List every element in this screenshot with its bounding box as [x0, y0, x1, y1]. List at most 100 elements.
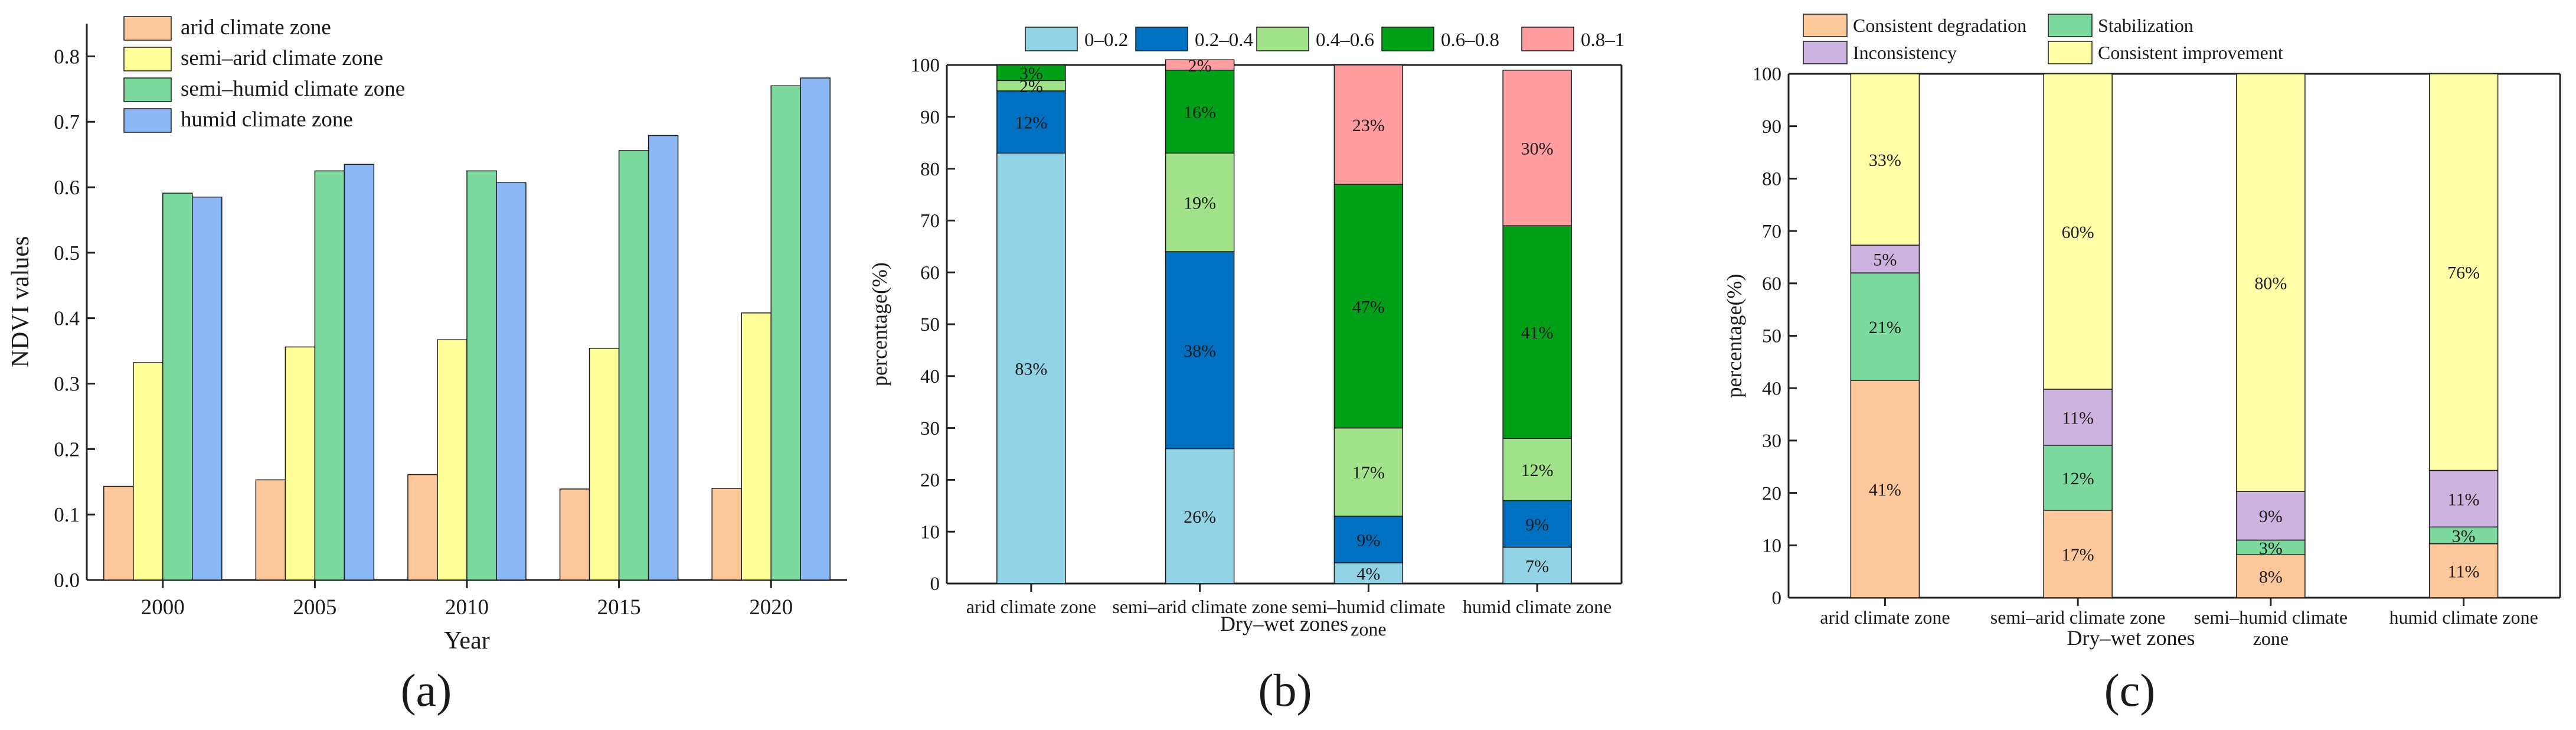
stack-segment-c_degradation: [2043, 510, 2113, 598]
data-label: 12%: [1015, 113, 1047, 133]
y-tick-label: 60: [920, 262, 940, 283]
data-label: 19%: [1184, 194, 1216, 213]
legend-label: Stabilization: [2098, 15, 2193, 36]
data-label: 2%: [1188, 56, 1212, 76]
y-tick-label: 0.6: [54, 176, 80, 199]
legend-swatch: [123, 108, 172, 133]
x-tick-label: semi–humid climate: [1292, 596, 1445, 617]
x-axis-title: Dry–wet zones: [2067, 626, 2195, 650]
bar-semi_arid: [741, 312, 772, 581]
x-tick-label: 2020: [749, 595, 793, 620]
legend-label: semi–humid climate zone: [181, 77, 405, 101]
x-axis-title: Year: [444, 627, 489, 654]
bar-semi_arid: [589, 347, 620, 581]
y-axis-title: percentage(%): [1722, 274, 1746, 398]
x-tick-label: humid climate zone: [2389, 607, 2538, 628]
data-label: 9%: [2259, 507, 2283, 526]
stack-segment-b_0_02: [996, 152, 1066, 584]
stack-segment-c_stabilization: [1850, 272, 1920, 381]
stack-segment-c_stabilization: [2236, 539, 2306, 556]
bar-arid: [711, 488, 742, 581]
y-tick-label: 80: [1762, 169, 1781, 190]
stack-segment-b_04_06: [1502, 438, 1572, 501]
panel-label-b: (b): [1258, 664, 1312, 716]
legend-label: Consistent degradation: [1853, 15, 2026, 36]
data-label: 83%: [1015, 360, 1047, 379]
data-label: 33%: [1869, 151, 1901, 170]
stack-segment-c_stabilization: [2428, 526, 2499, 545]
data-label: 21%: [1869, 318, 1901, 337]
data-label: 3%: [1019, 64, 1043, 83]
data-label: 17%: [1352, 463, 1385, 483]
y-tick-label: 0.2: [54, 438, 80, 461]
y-tick-label: 60: [1762, 273, 1781, 295]
stack-segment-c_inconsistency: [2236, 491, 2306, 541]
legend-swatch: [1381, 27, 1434, 51]
x-tick-label: zone: [1351, 618, 1386, 640]
data-label: 8%: [2259, 568, 2283, 587]
data-label: 41%: [1521, 323, 1554, 343]
x-tick-label: humid climate zone: [1463, 596, 1611, 617]
data-label: 11%: [2062, 408, 2094, 428]
data-label: 41%: [1869, 480, 1901, 500]
stack-segment-c_improvement: [2428, 73, 2499, 471]
panel-a-ndvi-grouped-bar-chart: 0.0 0.1 0.2 0.3 0.4 0.5 0.6 0.7 0.8 2000 2005 2010 2…: [7, 15, 847, 654]
legend-label: 0.4–0.6: [1316, 30, 1374, 51]
stack-segment-b_02_04: [1333, 516, 1404, 563]
y-tick-label: 50: [1762, 326, 1781, 347]
legend-swatch: [1025, 27, 1078, 51]
x-tick-label: 2010: [445, 595, 489, 620]
stack-segment-c_degradation: [2236, 554, 2306, 598]
stack-segment-c_inconsistency: [2428, 470, 2499, 528]
bar-humid: [648, 135, 679, 581]
y-tick-label: 40: [1762, 378, 1781, 399]
bar-semi_humid: [314, 170, 345, 581]
bar-humid: [344, 164, 375, 581]
y-tick-label: 40: [920, 366, 940, 387]
y-axis-title: percentage(%): [868, 262, 891, 386]
stack-segment-b_0_02: [1165, 448, 1235, 584]
data-label: 9%: [1356, 530, 1380, 550]
y-tick-label: 90: [920, 107, 940, 128]
y-tick-label: 0.7: [54, 110, 80, 133]
legend-label: 0–0.2: [1084, 30, 1128, 51]
data-label: 3%: [2452, 526, 2476, 546]
legend: Consistent degradation Stabilization Incon…: [1803, 14, 2283, 64]
y-tick-label: 100: [1753, 64, 1782, 85]
legend-swatch: [1256, 27, 1309, 51]
data-label: 47%: [1352, 297, 1385, 317]
data-label: 11%: [2448, 490, 2480, 509]
legend-label: Inconsistency: [1853, 42, 1957, 63]
stack-segment-c_degradation: [2428, 543, 2499, 598]
legend-label: Consistent improvement: [2098, 42, 2283, 63]
bar-semi_arid: [285, 346, 316, 581]
data-label: 4%: [1356, 564, 1380, 584]
data-label: 7%: [1525, 556, 1549, 576]
y-tick-label: 20: [920, 470, 940, 491]
data-label: 16%: [1184, 103, 1216, 122]
legend-swatch: [123, 77, 172, 102]
data-label: 80%: [2254, 273, 2287, 293]
data-label: 9%: [1525, 515, 1549, 535]
legend-swatch: [123, 47, 172, 71]
stack-segment-c_inconsistency: [2043, 389, 2113, 446]
bar-semi_arid: [133, 362, 164, 581]
x-tick-label: 2000: [141, 595, 185, 620]
x-axis-title: Dry–wet zones: [1220, 612, 1348, 636]
data-label: 17%: [2062, 545, 2094, 565]
legend-label: humid climate zone: [181, 107, 353, 132]
y-tick-label: 0.1: [54, 503, 80, 526]
y-tick-label: 70: [1762, 221, 1781, 242]
y-tick-label: 0: [1772, 588, 1782, 609]
data-label: 12%: [2062, 469, 2094, 488]
stack-segment-c_stabilization: [2043, 445, 2113, 511]
panel-label-a: (a): [401, 664, 452, 716]
stack-segment-b_04_06: [1165, 152, 1235, 252]
y-tick-label: 20: [1762, 483, 1781, 504]
x-tick-label: arid climate zone: [1820, 607, 1950, 628]
stack-segment-c_degradation: [1850, 380, 1920, 598]
bar-semi_humid: [770, 85, 801, 581]
stack-segment-b_04_06: [1333, 427, 1404, 517]
y-tick-label: 0.8: [54, 45, 80, 68]
y-tick-label: 70: [920, 211, 940, 232]
